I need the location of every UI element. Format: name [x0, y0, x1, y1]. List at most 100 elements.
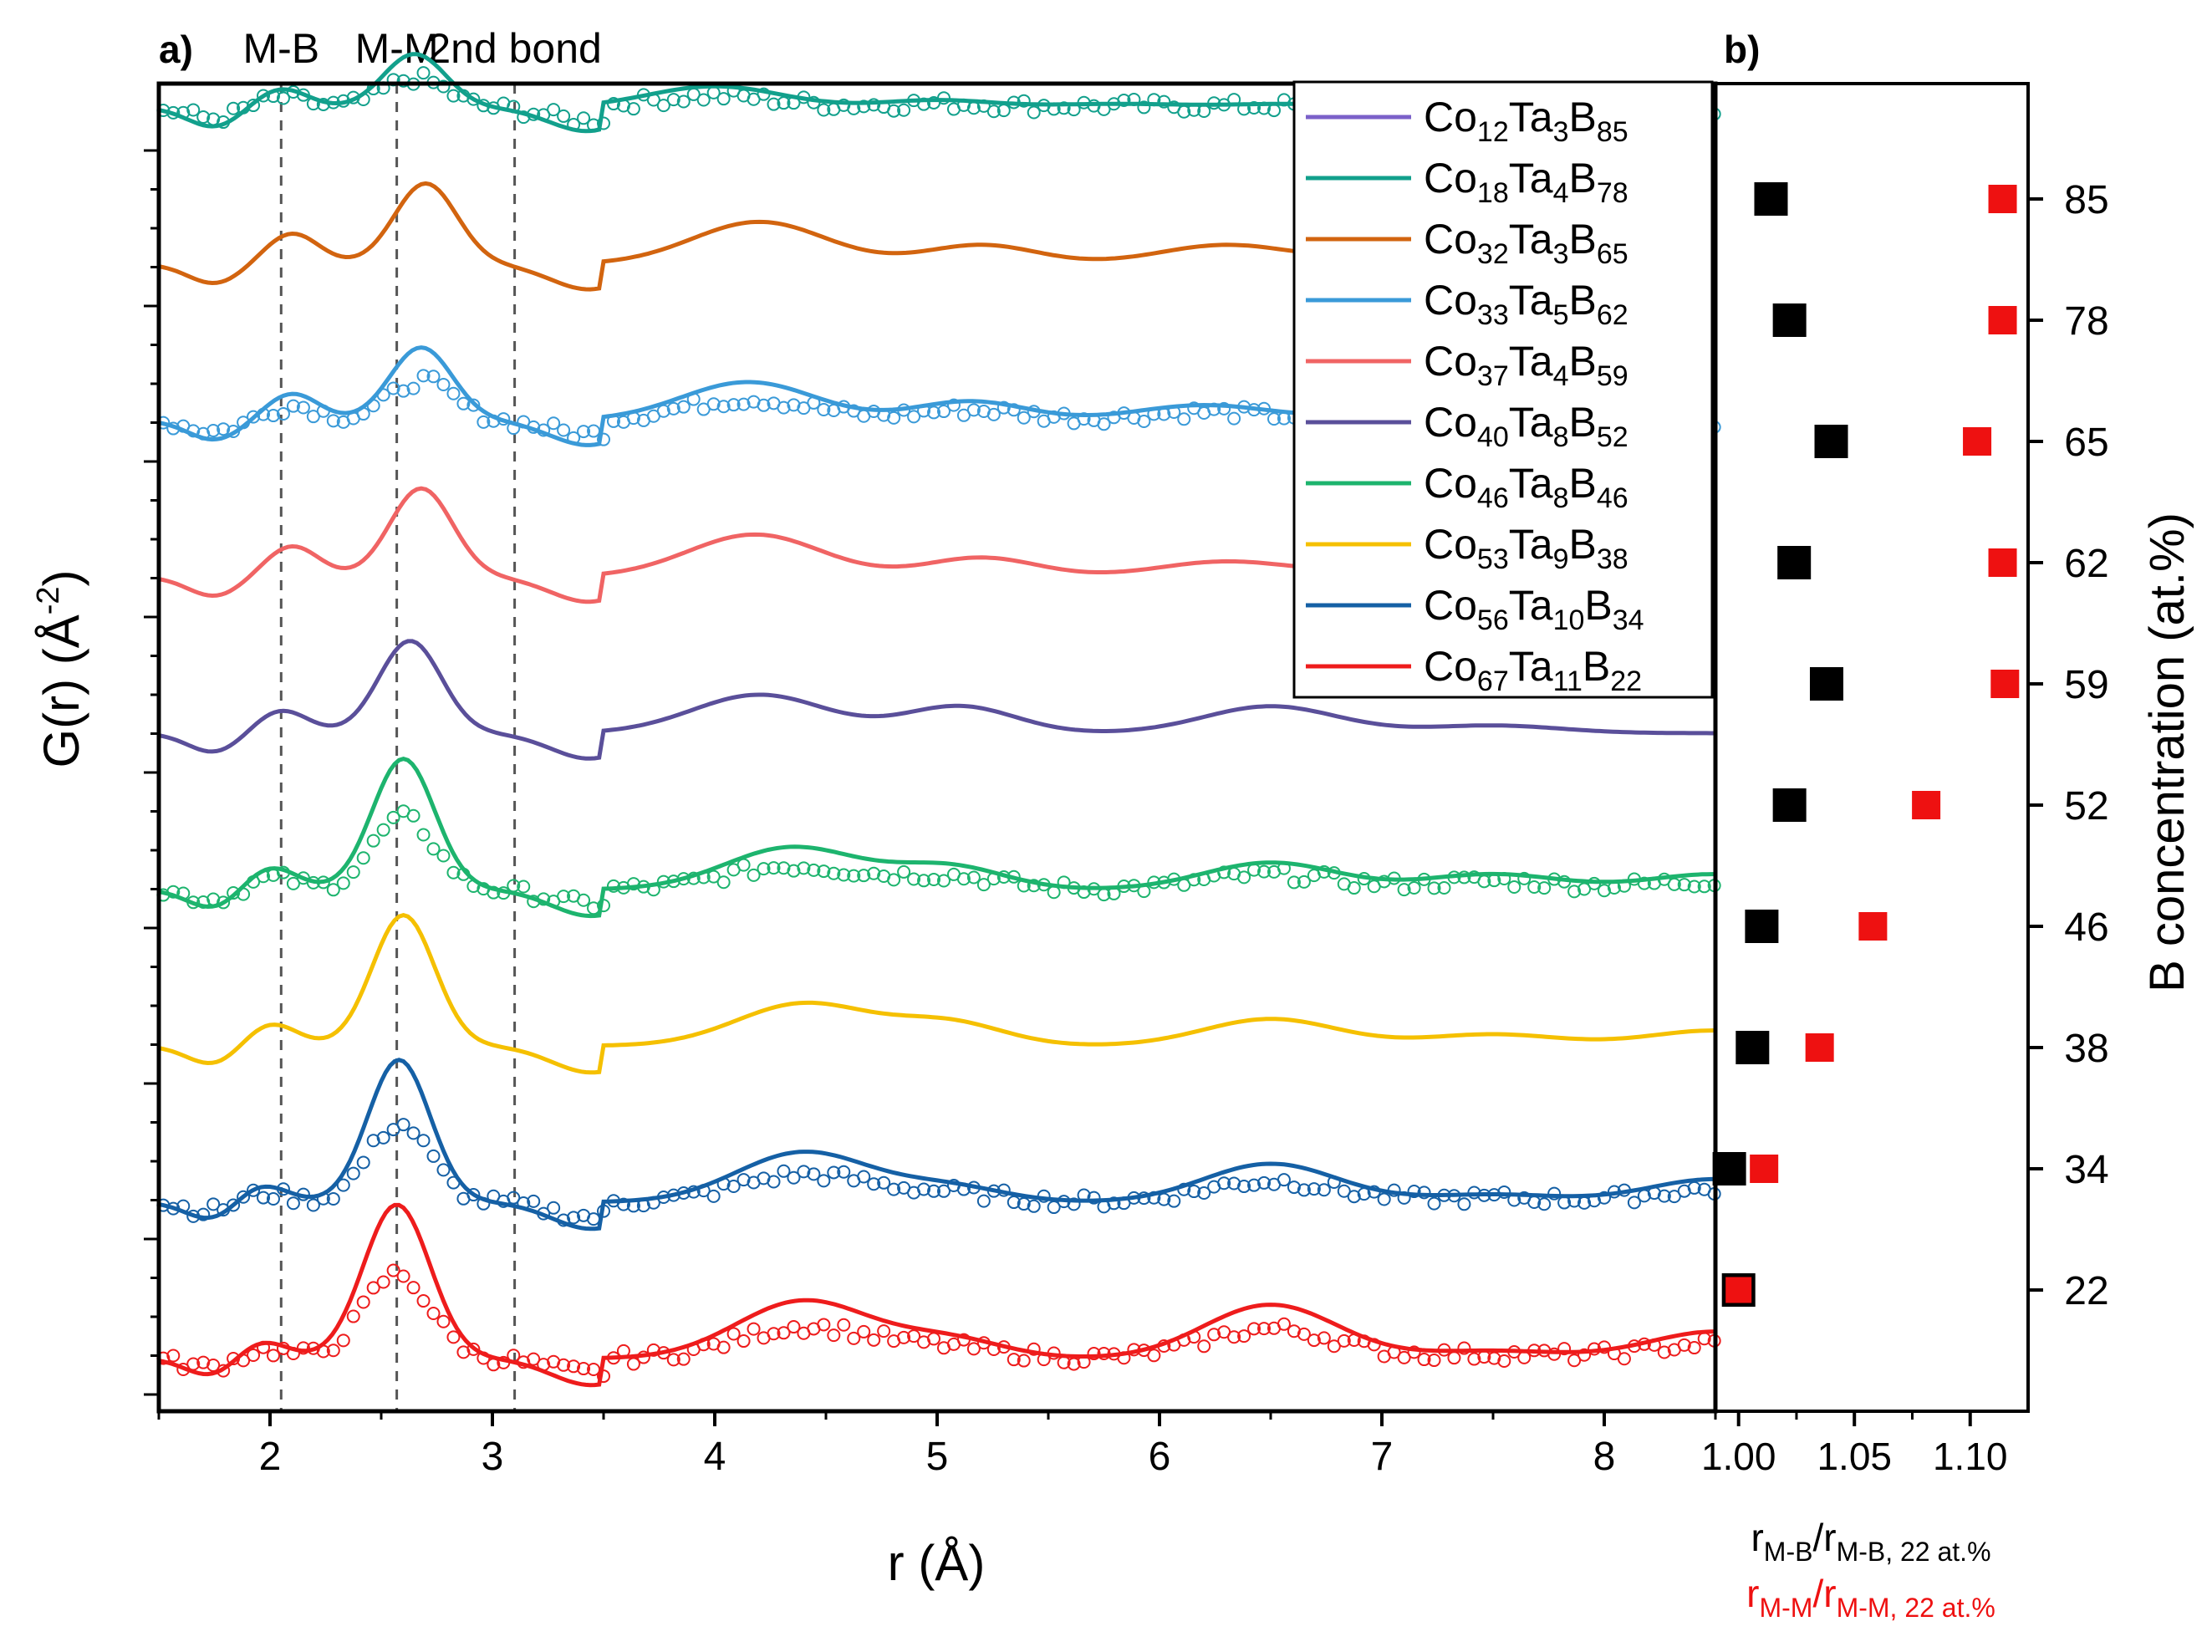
data-point — [1407, 1345, 1421, 1359]
data-point — [376, 823, 390, 837]
data-point — [336, 1178, 350, 1192]
data-point — [927, 1184, 941, 1198]
data-point — [436, 849, 451, 863]
x-tick-label: 7 — [1371, 1435, 1394, 1479]
data-point — [527, 1194, 541, 1208]
data-point — [1217, 401, 1231, 416]
data-point — [1297, 1183, 1311, 1197]
data-point — [716, 875, 731, 890]
b-x-label-line2-sub: M-M — [1759, 1593, 1812, 1623]
data-point — [1467, 1352, 1481, 1366]
data-point — [706, 1189, 721, 1203]
data-point — [1297, 1327, 1311, 1341]
legend-entry-Co56Ta10B34: Co56Ta10B34 — [1424, 582, 1644, 636]
data-point — [346, 1166, 360, 1180]
legend-entry-Co40Ta8B52: Co40Ta8B52 — [1424, 399, 1628, 453]
data-point — [466, 92, 481, 106]
data-point — [927, 1332, 941, 1346]
data-point — [1627, 1196, 1641, 1210]
data-point — [276, 406, 290, 421]
data-point — [676, 1352, 691, 1366]
data-point — [817, 402, 831, 416]
data-point — [1267, 412, 1281, 426]
data-point — [1257, 1175, 1272, 1190]
data-point — [1207, 1328, 1221, 1342]
data-point — [426, 370, 441, 384]
data-point — [1147, 1349, 1161, 1363]
data-point — [706, 869, 721, 884]
b-y-tick-label: 65 — [2064, 421, 2108, 465]
data-point — [807, 863, 821, 877]
x-axis-ticks: 2 3 4 5 6 7 8 — [157, 1411, 1717, 1479]
y-axis-label-main: G(r) (Å — [33, 614, 89, 767]
data-point — [706, 397, 721, 411]
data-point — [206, 424, 221, 438]
data-point — [217, 422, 231, 436]
b-point-mb — [1754, 182, 1788, 216]
data-point — [466, 398, 481, 412]
data-point — [466, 1188, 481, 1202]
data-point — [1507, 880, 1521, 894]
data-point — [1247, 1178, 1261, 1192]
data-point — [1087, 1191, 1101, 1205]
legend: Co12Ta3B85 Co18Ta4B78 Co32Ta3B65 Co33Ta5B62… — [1292, 80, 1714, 699]
b-point-mm — [1750, 1155, 1779, 1183]
data-point — [196, 110, 211, 124]
data-point — [757, 862, 771, 876]
data-point — [857, 1324, 871, 1338]
data-point — [1598, 884, 1611, 898]
data-point — [986, 407, 1001, 421]
data-point — [1297, 874, 1311, 889]
data-point — [597, 116, 610, 130]
b-x-label-line1-mid: /r — [1812, 1516, 1836, 1559]
data-point — [247, 99, 261, 113]
data-point — [917, 1182, 931, 1196]
series-curve-Co40Ta8B52 — [158, 639, 1715, 761]
data-point — [897, 864, 911, 879]
data-point — [736, 1334, 751, 1349]
data-point — [1567, 1354, 1582, 1368]
data-point — [936, 405, 951, 419]
b-y-tick-label: 46 — [2064, 905, 2108, 950]
b-point-mb — [1772, 303, 1807, 337]
b-y-tick-label: 59 — [2064, 663, 2108, 707]
data-point — [1257, 864, 1272, 879]
legend-entry-Co32Ta3B65: Co32Ta3B65 — [1424, 216, 1628, 270]
data-point — [676, 400, 691, 414]
data-point — [966, 403, 981, 417]
data-point — [567, 1211, 581, 1225]
data-point — [416, 1134, 431, 1148]
data-point — [1417, 1353, 1431, 1367]
b-point-mm — [1988, 185, 2017, 213]
data-point — [326, 883, 340, 897]
data-point — [286, 399, 300, 413]
data-point — [1687, 1341, 1701, 1355]
b-point-mm — [1988, 548, 2017, 577]
data-point — [296, 400, 310, 415]
data-point — [1557, 1342, 1572, 1356]
data-point — [247, 1183, 261, 1197]
b-y-tick-label: 62 — [2064, 542, 2108, 586]
data-point — [577, 111, 591, 125]
data-point — [787, 1170, 801, 1185]
data-point — [396, 1118, 410, 1132]
data-point — [1017, 410, 1031, 425]
b-x-label-line1: rM-B/rM-B, 22 at.% — [1751, 1516, 1990, 1567]
data-point — [847, 869, 861, 883]
data-point — [1497, 1185, 1511, 1199]
data-point — [986, 105, 1001, 119]
data-point — [1437, 880, 1451, 895]
data-point — [666, 93, 680, 107]
data-point — [416, 369, 431, 383]
data-point — [557, 423, 571, 437]
data-point — [827, 866, 841, 880]
data-point — [1677, 878, 1691, 892]
b-y-tick-label: 38 — [2064, 1027, 2108, 1071]
data-point — [426, 1149, 441, 1163]
data-point — [966, 1342, 981, 1356]
data-point — [266, 1349, 280, 1363]
data-point — [1057, 101, 1071, 115]
data-point — [577, 1362, 591, 1376]
data-point — [557, 109, 571, 123]
